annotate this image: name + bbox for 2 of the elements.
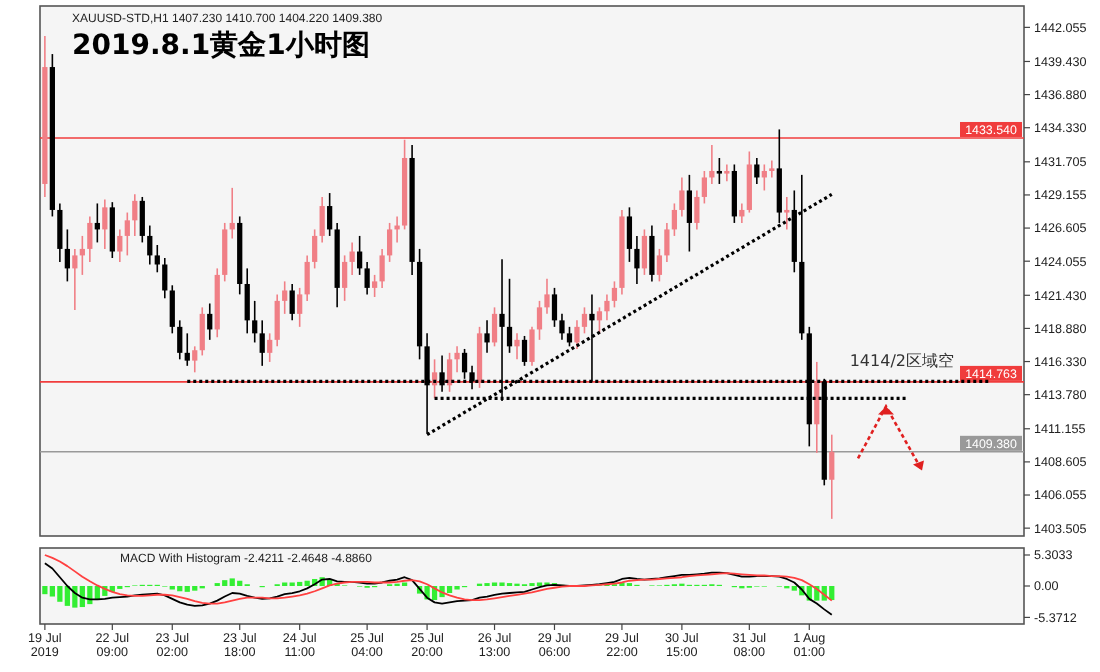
text: 2019.8.1黄金1小时图	[72, 30, 370, 62]
annotation: 1414/2区域空	[849, 352, 954, 371]
